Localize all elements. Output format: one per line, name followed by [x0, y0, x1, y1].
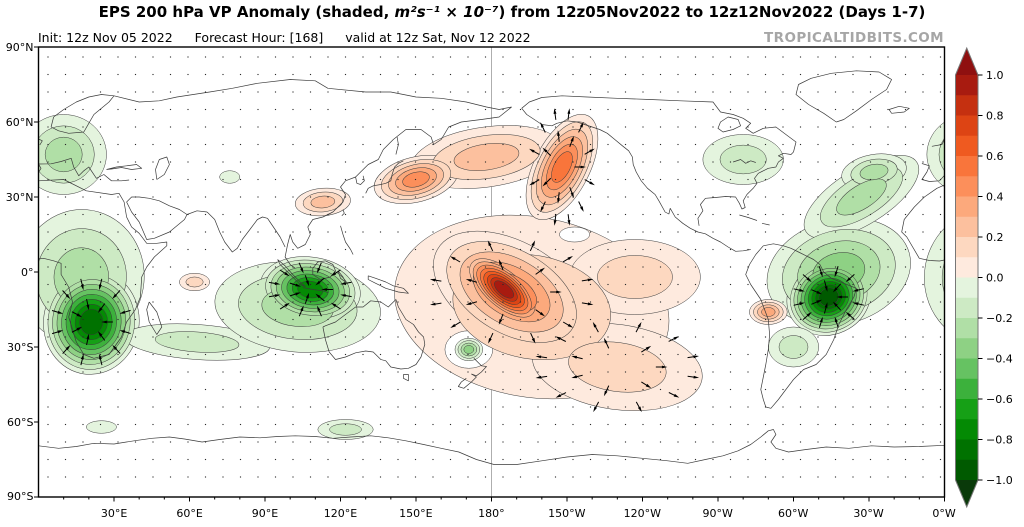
colorbar-tick-label: −0.8 [986, 434, 1013, 447]
lon-tick-label: 180° [478, 507, 505, 520]
site-watermark: TROPICALTIDBITS.COM [764, 30, 944, 46]
lat-tick-label: 90°S [7, 490, 33, 503]
lon-tick-label: 90°E [252, 507, 278, 520]
lon-tick-label: 150°W [548, 507, 585, 520]
lon-tick-label: 60°W [778, 507, 808, 520]
page-title: EPS 200 hPa VP Anomaly (shaded, m²s⁻¹ × … [0, 3, 1024, 21]
lon-tick-label: 120°E [324, 507, 357, 520]
vector-grid-dots [47, 56, 942, 478]
colorbar-tick-label: 0.8 [986, 110, 1004, 123]
colorbar-tick-label: 0.6 [986, 150, 1004, 163]
lat-tick-label: 0° [21, 266, 34, 279]
init-time-label: Init: 12z Nov 05 2022 [38, 30, 173, 45]
lon-tick-label: 90°W [703, 507, 733, 520]
lon-tick-label: 30°W [853, 507, 883, 520]
forecast-hour-label: Forecast Hour: [168] [194, 30, 324, 45]
colorbar-tick-label: −0.4 [986, 353, 1013, 366]
colorbar [955, 46, 983, 509]
valid-time-label: valid at 12z Sat, Nov 12 2022 [345, 30, 531, 45]
longitude-axis-labels: 30°E 60°E 90°E 120°E 150°E 180° 150°W 12… [101, 507, 956, 520]
colorbar-tick-label: −1.0 [986, 474, 1013, 487]
colorbar-tick-label: 1.0 [986, 69, 1004, 82]
title-segment-math: m²s⁻¹ × 10⁻⁷ [394, 3, 499, 21]
lon-tick-label: 0°W [932, 507, 955, 520]
lon-tick-label: 120°W [624, 507, 661, 520]
colorbar-tick-label: 0.0 [986, 272, 1004, 285]
lon-tick-label: 30°E [101, 507, 127, 520]
latitude-axis-labels: 90°N 60°N 30°N 0° 30°S 60°S 90°S [6, 41, 34, 503]
colorbar-tick-label: 0.4 [986, 191, 1004, 204]
colorbar-tick-label: −0.2 [986, 312, 1013, 325]
lat-tick-label: 60°N [6, 116, 34, 129]
colorbar-tick-label: 0.2 [986, 231, 1004, 244]
coastlines [38, 70, 945, 465]
colorbar-labels: 1.0 0.8 0.6 0.4 0.2 0.0 −0.2 −0.4 −0.6 −… [986, 69, 1013, 487]
lat-tick-label: 30°S [7, 341, 33, 354]
lat-tick-label: 30°N [6, 191, 34, 204]
anomaly-shading [38, 113, 945, 440]
wind-vectors [51, 108, 864, 413]
title-segment-post: ) from 12z05Nov2022 to 12z12Nov2022 (Day… [498, 3, 926, 21]
lon-tick-label: 150°E [399, 507, 432, 520]
axis-ticks [34, 46, 945, 502]
lat-tick-label: 90°N [6, 41, 34, 54]
title-segment-pre: EPS 200 hPa VP Anomaly (shaded, [98, 3, 395, 21]
lon-tick-label: 60°E [176, 507, 202, 520]
lat-tick-label: 60°S [7, 416, 33, 429]
colorbar-tick-label: −0.6 [986, 393, 1013, 406]
subtitle-row: Init: 12z Nov 05 2022 Forecast Hour: [168… [38, 30, 553, 45]
